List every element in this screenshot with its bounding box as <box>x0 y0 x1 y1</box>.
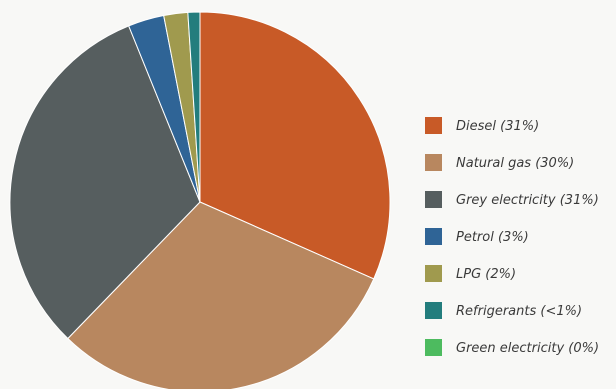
legend-label: LPG (2%) <box>456 267 516 282</box>
legend-item-grey-electricity[interactable]: Grey electricity (31%) <box>425 191 599 208</box>
legend-label: Refrigerants (<1%) <box>456 304 582 319</box>
legend-item-lpg[interactable]: LPG (2%) <box>425 265 516 282</box>
pie-slices <box>9 11 391 389</box>
chart-legend: Diesel (31%) Natural gas (30%) Grey electr… <box>425 117 599 356</box>
pie-slice-diesel[interactable] <box>199 11 391 280</box>
legend-swatch <box>425 191 442 208</box>
legend-swatch <box>425 228 442 245</box>
legend-swatch <box>425 117 442 134</box>
legend-label: Green electricity (0%) <box>456 341 599 356</box>
legend-item-refrigerants[interactable]: Refrigerants (<1%) <box>425 302 582 319</box>
legend-swatch <box>425 154 442 171</box>
legend-label: Natural gas (30%) <box>456 156 574 171</box>
legend-item-green-electricity[interactable]: Green electricity (0%) <box>425 339 599 356</box>
pie-slice-grey-electricity[interactable] <box>9 25 201 340</box>
legend-swatch <box>425 265 442 282</box>
legend-label: Petrol (3%) <box>456 230 529 245</box>
legend-label: Grey electricity (31%) <box>456 193 599 208</box>
legend-swatch <box>425 339 442 356</box>
legend-swatch <box>425 302 442 319</box>
legend-item-diesel[interactable]: Diesel (31%) <box>425 117 539 134</box>
legend-item-petrol[interactable]: Petrol (3%) <box>425 228 529 245</box>
pie-slice-refrigerants[interactable] <box>187 11 201 203</box>
legend-label: Diesel (31%) <box>456 119 539 134</box>
legend-item-natural-gas[interactable]: Natural gas (30%) <box>425 154 574 171</box>
